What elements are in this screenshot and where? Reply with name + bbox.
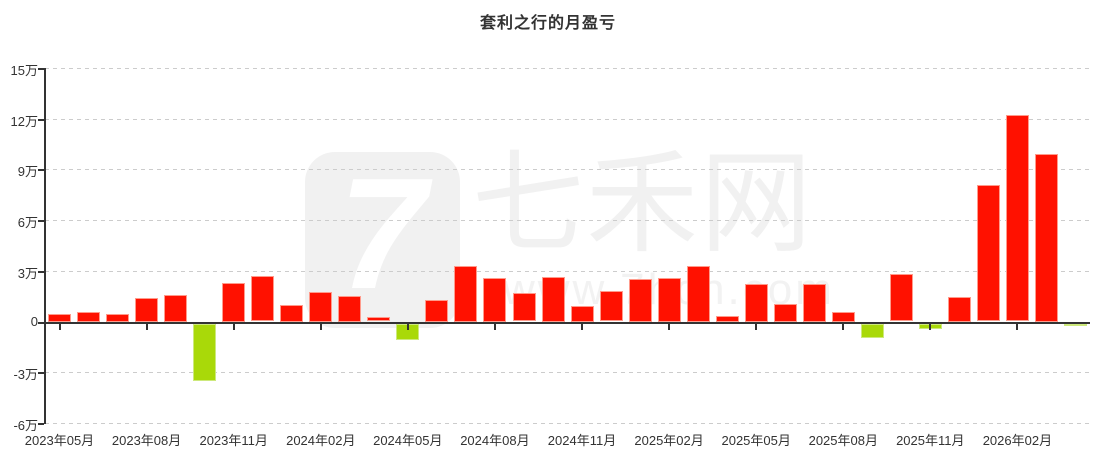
x-axis-label: 2023年05月 <box>24 433 95 448</box>
x-axis-label: 2023年11月 <box>199 433 268 448</box>
bar[interactable] <box>599 291 623 322</box>
x-axis-tick <box>581 323 583 330</box>
y-axis-line <box>44 68 46 424</box>
gridline <box>45 169 1090 171</box>
chart-title: 套利之行的月盈亏 <box>479 15 616 32</box>
x-axis-tick <box>319 323 322 330</box>
y-axis-label: -6万 <box>13 418 38 433</box>
x-axis-label: 2024年05月 <box>373 433 443 448</box>
bar[interactable] <box>773 303 797 322</box>
x-axis-label: 2024年11月 <box>547 433 617 448</box>
x-axis-label: 2024年08月 <box>460 433 530 448</box>
bar[interactable] <box>251 275 275 322</box>
gridline <box>45 118 1090 120</box>
bar[interactable] <box>425 299 449 322</box>
bar[interactable] <box>628 279 652 322</box>
gridline <box>45 270 1090 272</box>
bar[interactable] <box>164 294 188 322</box>
y-axis-label: 15万 <box>10 63 38 78</box>
y-axis-label: 6万 <box>17 215 38 231</box>
y-axis-tick <box>38 68 44 70</box>
bar[interactable] <box>715 315 739 322</box>
x-axis-tick <box>929 323 932 330</box>
bar[interactable] <box>860 323 884 338</box>
x-axis-label: 2025年11月 <box>896 433 965 448</box>
y-axis-label: 3万 <box>17 265 38 281</box>
bar[interactable] <box>77 312 100 322</box>
bar[interactable] <box>1064 323 1087 326</box>
watermark-brand-text: 七禾网 <box>472 141 814 266</box>
bar[interactable] <box>280 304 304 322</box>
y-axis-tick <box>38 169 44 172</box>
y-axis-tick <box>38 372 44 375</box>
y-axis-tick <box>38 270 44 273</box>
gridline <box>45 68 1090 69</box>
bar[interactable] <box>1035 154 1058 322</box>
x-axis-tick <box>755 323 758 330</box>
x-axis-label: 2026年02月 <box>982 433 1053 448</box>
bar[interactable] <box>483 277 507 322</box>
bar[interactable] <box>48 314 71 322</box>
bar[interactable] <box>309 292 333 322</box>
x-axis-label: 2023年08月 <box>111 433 182 448</box>
y-axis-label: -3万 <box>13 367 38 383</box>
x-axis-tick <box>58 323 61 330</box>
x-axis-label: 2025年08月 <box>808 433 878 448</box>
x-axis-tick <box>406 323 409 330</box>
bar[interactable] <box>889 274 913 322</box>
y-axis-tick <box>38 423 44 425</box>
bar[interactable] <box>338 296 362 322</box>
bar[interactable] <box>570 306 594 322</box>
x-axis-label: 2024年02月 <box>286 433 356 448</box>
bar[interactable] <box>686 265 710 322</box>
y-axis-tick <box>38 220 44 223</box>
x-axis-tick <box>668 323 671 330</box>
bar[interactable] <box>1005 115 1029 322</box>
x-axis-tick <box>145 323 148 330</box>
bar[interactable] <box>976 184 1000 322</box>
bar[interactable] <box>106 314 130 322</box>
gridline <box>45 372 1090 374</box>
bar[interactable] <box>193 323 217 382</box>
y-axis-tick <box>38 118 44 121</box>
x-axis-tick <box>1016 323 1019 330</box>
bar[interactable] <box>222 282 246 322</box>
bar[interactable] <box>744 283 768 322</box>
bar[interactable] <box>454 265 478 322</box>
y-axis-label: 12万 <box>10 113 38 129</box>
x-axis-tick <box>232 323 235 330</box>
y-axis-label: 9万 <box>17 164 38 180</box>
bar[interactable] <box>802 283 826 322</box>
x-axis-label: 2025年02月 <box>634 433 704 448</box>
y-axis-label: 0 <box>30 313 38 329</box>
bar[interactable] <box>512 292 536 322</box>
bar[interactable] <box>657 277 681 322</box>
bar[interactable] <box>831 312 855 322</box>
gridline <box>45 220 1090 222</box>
y-axis-tick <box>38 321 44 324</box>
bar[interactable] <box>135 297 159 322</box>
zero-axis-line <box>45 321 1090 324</box>
bar[interactable] <box>947 297 971 322</box>
bar[interactable] <box>541 276 565 322</box>
x-axis-tick <box>493 323 496 330</box>
x-axis-label: 2025年05月 <box>721 433 791 448</box>
gridline <box>45 423 1090 424</box>
x-axis-tick <box>842 323 845 330</box>
